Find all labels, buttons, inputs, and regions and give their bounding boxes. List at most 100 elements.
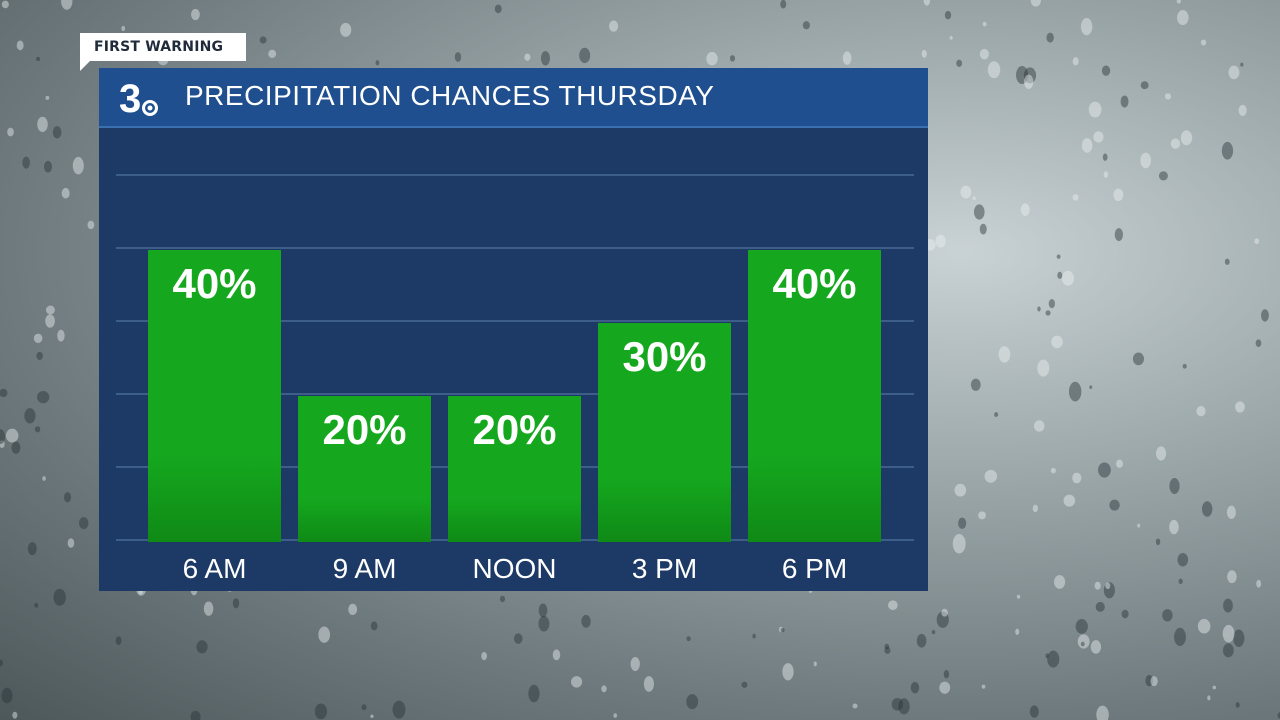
raindrop xyxy=(944,10,952,20)
raindrop xyxy=(1150,676,1158,687)
raindrop xyxy=(979,223,987,235)
bar xyxy=(148,250,281,542)
raindrop xyxy=(33,333,43,343)
raindrop xyxy=(1200,39,1207,46)
raindrop xyxy=(34,602,39,608)
raindrop xyxy=(1,687,13,704)
raindrop xyxy=(979,48,989,60)
raindrop xyxy=(1201,501,1213,517)
raindrop xyxy=(1137,523,1141,528)
raindrop xyxy=(1155,538,1161,546)
first-warning-label: FIRST WARNING xyxy=(94,39,224,55)
raindrop xyxy=(941,608,948,617)
raindrop xyxy=(1162,609,1173,622)
raindrop xyxy=(884,646,891,654)
raindrop xyxy=(1045,310,1051,316)
raindrop xyxy=(1174,627,1186,647)
raindrop xyxy=(613,713,618,718)
raindrop xyxy=(43,160,53,173)
raindrop xyxy=(1046,32,1054,43)
raindrop xyxy=(1080,17,1093,36)
raindrop xyxy=(958,517,967,529)
raindrop xyxy=(1207,695,1211,701)
raindrop xyxy=(1277,712,1280,719)
raindrop xyxy=(1047,650,1060,668)
raindrop xyxy=(1256,579,1262,588)
raindrop xyxy=(24,408,36,424)
raindrop xyxy=(1178,578,1183,585)
raindrop xyxy=(1114,228,1124,242)
raindrop xyxy=(1180,130,1193,146)
bar-value-label: 20% xyxy=(322,406,406,453)
raindrop xyxy=(994,412,999,418)
raindrop xyxy=(891,697,904,711)
raindrop xyxy=(1235,401,1245,413)
raindrop xyxy=(34,426,41,433)
raindrop xyxy=(1145,674,1154,687)
raindrop xyxy=(1158,171,1168,181)
raindrop xyxy=(53,588,66,606)
raindrop xyxy=(1103,171,1109,178)
chart-title: PRECIPITATION CHANCES THURSDAY xyxy=(185,80,715,111)
raindrop xyxy=(1227,570,1237,584)
raindrop xyxy=(361,704,367,711)
raindrop xyxy=(552,649,561,661)
raindrop xyxy=(67,538,75,548)
bar-value-label: 40% xyxy=(172,260,256,307)
raindrop xyxy=(910,681,920,694)
raindrop xyxy=(960,185,972,199)
raindrop xyxy=(1102,153,1108,161)
raindrop xyxy=(1212,685,1217,690)
raindrop xyxy=(524,53,531,61)
raindrop xyxy=(232,598,240,609)
raindrop xyxy=(1088,101,1102,118)
bar-value-label: 40% xyxy=(772,260,856,307)
raindrop xyxy=(540,51,551,66)
raindrop xyxy=(752,633,756,639)
raindrop xyxy=(1072,472,1082,484)
raindrop xyxy=(375,60,380,66)
bar xyxy=(448,396,581,542)
raindrop xyxy=(1103,582,1115,599)
raindrop xyxy=(601,685,607,693)
raindrop xyxy=(1093,131,1104,143)
raindrop xyxy=(1016,594,1021,599)
raindrop xyxy=(973,204,985,220)
raindrop xyxy=(528,684,540,703)
raindrop xyxy=(1233,629,1245,648)
bar xyxy=(298,396,431,542)
raindrop xyxy=(609,20,619,32)
raindrop xyxy=(190,710,201,720)
raindrop xyxy=(1023,74,1034,89)
raindrop xyxy=(1057,271,1063,279)
first-warning-tag-pointer xyxy=(80,61,90,71)
bar xyxy=(748,250,881,542)
raindrop xyxy=(1222,643,1234,658)
raindrop xyxy=(1132,352,1145,366)
raindrop xyxy=(686,636,691,642)
raindrop xyxy=(706,51,718,66)
raindrop xyxy=(37,390,50,404)
raindrop xyxy=(1072,194,1079,201)
raindrop xyxy=(1054,575,1066,589)
raindrop xyxy=(1261,309,1269,322)
raindrop xyxy=(1120,95,1129,108)
raindrop xyxy=(972,196,976,201)
raindrop xyxy=(579,47,591,64)
raindrop xyxy=(1224,258,1230,265)
raindrop xyxy=(931,629,936,635)
raindrop xyxy=(1056,254,1061,259)
raindrop xyxy=(11,441,21,454)
raindrop xyxy=(1051,335,1063,349)
raindrop xyxy=(72,156,84,175)
raindrop xyxy=(259,36,267,44)
category-label: 6 AM xyxy=(183,553,247,584)
raindrop xyxy=(494,4,502,14)
raindrop xyxy=(1121,609,1129,619)
raindrop xyxy=(63,492,72,503)
raindrop xyxy=(852,703,858,709)
raindrop xyxy=(27,542,37,556)
bar-value-label: 30% xyxy=(622,333,706,380)
category-label: 6 PM xyxy=(782,553,847,584)
raindrop xyxy=(1095,601,1105,612)
